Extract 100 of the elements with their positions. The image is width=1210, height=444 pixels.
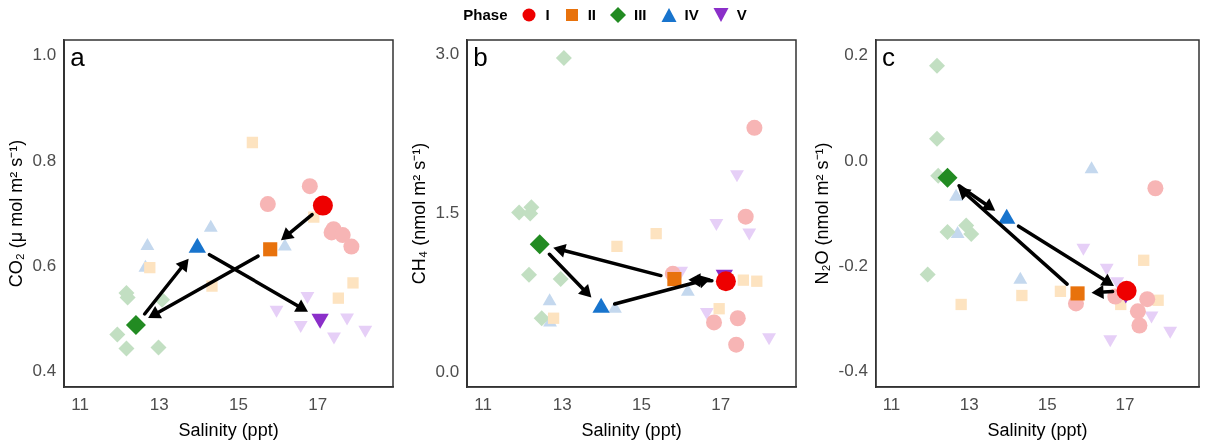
point xyxy=(963,226,980,243)
point xyxy=(713,303,725,315)
x-tick-label: 15 xyxy=(1037,394,1057,414)
point xyxy=(343,238,360,255)
point xyxy=(762,333,776,346)
point xyxy=(521,266,538,283)
y-tick-label: 0.6 xyxy=(32,255,57,275)
point xyxy=(552,271,569,288)
point xyxy=(555,49,572,66)
point xyxy=(929,57,946,74)
x-tick-label: 17 xyxy=(711,394,731,414)
point xyxy=(955,298,967,311)
x-tick-label: 17 xyxy=(1115,394,1135,414)
point xyxy=(742,228,757,241)
point xyxy=(334,227,351,244)
x-tick-label: 15 xyxy=(632,394,651,414)
point xyxy=(327,332,341,345)
point xyxy=(1054,285,1067,297)
point xyxy=(1139,291,1156,308)
y-tick-label: 0.8 xyxy=(32,150,57,170)
point xyxy=(150,339,167,356)
point xyxy=(715,271,736,292)
y-axis-title: CH₄ (nmol m² s⁻¹) xyxy=(408,142,429,285)
x-tick-label: 13 xyxy=(552,394,572,414)
x-tick-label: 17 xyxy=(308,394,328,414)
point xyxy=(729,310,746,327)
y-tick-label: -0.2 xyxy=(838,255,868,275)
x-axis-title: Salinity (ppt) xyxy=(178,420,279,441)
point xyxy=(340,313,354,326)
y-tick-label: 1.5 xyxy=(435,203,460,223)
point xyxy=(529,234,550,255)
point xyxy=(269,305,284,318)
y-axis-title: N₂O (nmol m² s⁻¹) xyxy=(811,142,832,285)
point xyxy=(1110,277,1125,290)
point xyxy=(650,227,662,240)
point xyxy=(109,326,126,343)
point xyxy=(118,340,135,357)
point xyxy=(929,130,946,147)
point xyxy=(347,277,359,289)
point xyxy=(293,320,308,333)
annotation: a xyxy=(70,42,86,73)
legend-label: II xyxy=(587,6,596,23)
point xyxy=(144,262,156,274)
x-tick-label: 15 xyxy=(229,394,248,414)
y-tick-label: 0.0 xyxy=(435,361,460,381)
point xyxy=(1147,180,1164,197)
point xyxy=(950,226,965,239)
point xyxy=(737,274,749,286)
point xyxy=(125,314,146,335)
point xyxy=(1131,317,1148,334)
point xyxy=(699,307,714,320)
point xyxy=(751,275,763,287)
point xyxy=(1070,286,1085,301)
annotation: c xyxy=(881,42,895,73)
point xyxy=(1116,280,1137,301)
y-tick-label: 0.2 xyxy=(844,45,868,65)
point xyxy=(547,312,560,324)
legend-label: III xyxy=(634,6,647,23)
point xyxy=(332,292,344,304)
point xyxy=(301,178,318,195)
x-tick-label: 13 xyxy=(959,394,979,414)
y-tick-label: 3.0 xyxy=(435,44,460,64)
point xyxy=(1163,326,1178,339)
point xyxy=(1144,311,1159,324)
point xyxy=(937,167,958,188)
point xyxy=(737,208,754,225)
point xyxy=(1076,243,1091,256)
point xyxy=(1016,289,1028,302)
point xyxy=(611,240,623,252)
point xyxy=(1129,303,1146,320)
x-tick-label: 11 xyxy=(71,394,89,414)
y-tick-label: 1.0 xyxy=(32,45,57,65)
x-axis-title: Salinity (ppt) xyxy=(987,420,1088,441)
point xyxy=(312,195,333,216)
point xyxy=(1084,161,1099,174)
point xyxy=(746,119,763,136)
annotation: b xyxy=(473,42,488,73)
point xyxy=(300,292,315,305)
legend-label: V xyxy=(736,6,747,23)
legend-label: I xyxy=(545,6,550,23)
point xyxy=(259,196,276,213)
point xyxy=(263,242,278,257)
point xyxy=(1099,263,1114,276)
point xyxy=(246,136,259,149)
legend-title: Phase xyxy=(463,6,508,23)
x-tick-label: 11 xyxy=(474,394,492,414)
x-tick-label: 13 xyxy=(149,394,169,414)
y-tick-label: 0.4 xyxy=(32,360,57,380)
legend-label: IV xyxy=(684,6,699,23)
point xyxy=(706,314,723,331)
point xyxy=(939,223,956,240)
point xyxy=(311,313,329,329)
point xyxy=(728,336,745,353)
y-tick-label: 0.0 xyxy=(844,150,868,170)
point xyxy=(949,188,964,201)
point xyxy=(667,272,682,287)
y-axis-title: CO₂ (μ mol m² s⁻¹) xyxy=(5,139,26,288)
x-axis-title: Salinity (ppt) xyxy=(581,420,682,441)
point xyxy=(1138,254,1150,266)
point xyxy=(140,238,155,251)
